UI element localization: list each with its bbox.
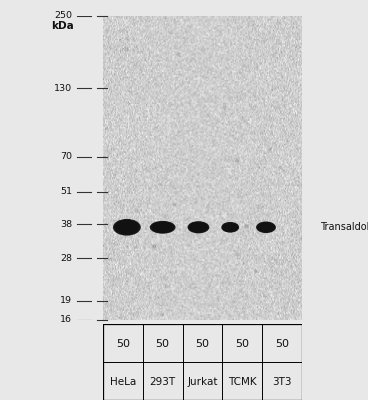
Ellipse shape [188, 222, 209, 233]
Text: 3T3: 3T3 [272, 377, 291, 387]
Ellipse shape [227, 225, 234, 229]
Ellipse shape [259, 223, 273, 232]
Ellipse shape [157, 224, 168, 230]
Ellipse shape [262, 225, 270, 230]
Ellipse shape [115, 220, 139, 234]
Ellipse shape [194, 225, 202, 230]
Ellipse shape [117, 221, 137, 233]
Ellipse shape [226, 224, 235, 230]
Text: Jurkat: Jurkat [187, 377, 217, 387]
Text: 293T: 293T [150, 377, 176, 387]
Text: 51: 51 [60, 187, 72, 196]
Text: 38: 38 [60, 220, 72, 229]
Text: HeLa: HeLa [110, 377, 136, 387]
Ellipse shape [223, 223, 237, 232]
Text: 16: 16 [60, 316, 72, 324]
Text: TCMK: TCMK [228, 377, 256, 387]
Ellipse shape [150, 221, 176, 234]
Ellipse shape [222, 222, 238, 232]
Ellipse shape [113, 219, 141, 236]
Ellipse shape [119, 222, 135, 232]
Text: 50: 50 [235, 339, 249, 349]
Ellipse shape [262, 225, 270, 230]
Ellipse shape [187, 221, 209, 233]
Ellipse shape [261, 224, 271, 230]
Ellipse shape [190, 222, 207, 232]
Ellipse shape [122, 224, 132, 230]
Text: 250: 250 [54, 12, 72, 20]
Ellipse shape [259, 224, 272, 231]
Ellipse shape [116, 221, 138, 234]
Ellipse shape [192, 224, 205, 231]
Ellipse shape [257, 222, 275, 233]
Ellipse shape [225, 224, 236, 230]
Ellipse shape [193, 224, 204, 230]
Ellipse shape [191, 223, 206, 232]
Ellipse shape [256, 222, 276, 233]
Text: 130: 130 [54, 84, 72, 93]
Ellipse shape [224, 224, 237, 231]
Text: 70: 70 [60, 152, 72, 161]
Ellipse shape [260, 224, 272, 231]
Ellipse shape [194, 225, 203, 230]
Ellipse shape [191, 223, 206, 231]
Text: Transaldolase: Transaldolase [320, 222, 368, 232]
Ellipse shape [114, 220, 140, 235]
Ellipse shape [121, 224, 133, 231]
Ellipse shape [151, 221, 175, 233]
Ellipse shape [258, 222, 275, 232]
Text: 50: 50 [156, 339, 170, 349]
Text: 50: 50 [195, 339, 209, 349]
Ellipse shape [153, 223, 172, 232]
Ellipse shape [226, 225, 234, 230]
Ellipse shape [118, 222, 136, 233]
Ellipse shape [120, 223, 134, 232]
Text: kDa: kDa [52, 20, 74, 30]
Text: 28: 28 [60, 254, 72, 263]
Text: 19: 19 [60, 296, 72, 306]
Ellipse shape [152, 222, 173, 232]
Ellipse shape [221, 222, 239, 233]
Text: 50: 50 [116, 339, 130, 349]
Ellipse shape [224, 224, 236, 231]
Ellipse shape [154, 223, 171, 232]
Ellipse shape [189, 222, 208, 232]
Ellipse shape [158, 225, 167, 230]
Ellipse shape [155, 224, 170, 231]
Ellipse shape [223, 223, 238, 232]
Text: 50: 50 [275, 339, 289, 349]
Ellipse shape [156, 224, 169, 230]
Ellipse shape [152, 222, 174, 233]
Ellipse shape [258, 223, 274, 232]
